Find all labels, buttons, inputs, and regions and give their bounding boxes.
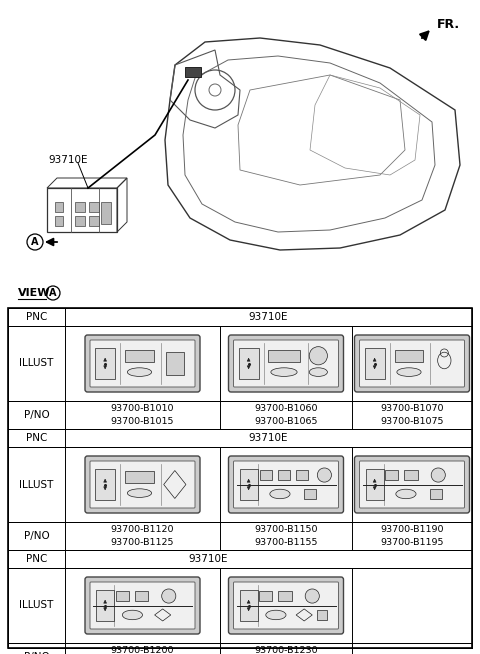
Bar [304,489,316,499]
Bar [240,590,258,621]
Text: A: A [49,288,57,298]
Bar [135,591,148,602]
Bar [268,350,300,362]
Bar [240,469,258,500]
Bar [317,610,327,620]
Bar [185,67,201,77]
Text: PNC: PNC [26,433,47,443]
Circle shape [317,468,332,482]
Bar [259,591,272,602]
Ellipse shape [396,489,416,499]
Bar [125,350,154,362]
Text: P/NO: P/NO [24,652,49,654]
Bar [364,348,385,379]
Bar [166,352,184,375]
FancyBboxPatch shape [228,456,344,513]
Bar [278,591,291,602]
FancyBboxPatch shape [355,456,469,513]
Bar [95,348,115,379]
Text: 93700-B1120
93700-B1125: 93700-B1120 93700-B1125 [111,525,174,547]
Bar [95,469,115,500]
Text: 93710E: 93710E [249,312,288,322]
FancyBboxPatch shape [90,461,195,508]
Bar [430,489,442,499]
Bar [89,202,99,212]
FancyBboxPatch shape [228,577,344,634]
FancyBboxPatch shape [360,340,465,387]
Text: 93700-B1070
93700-B1075: 93700-B1070 93700-B1075 [380,404,444,426]
Bar [116,591,129,602]
Bar [385,470,398,481]
Text: 93700-B1060
93700-B1065: 93700-B1060 93700-B1065 [254,404,318,426]
Text: 93700-B1200
93700-B1205: 93700-B1200 93700-B1205 [111,646,174,654]
FancyBboxPatch shape [85,577,200,634]
Bar [239,348,259,379]
FancyBboxPatch shape [360,461,465,508]
Ellipse shape [122,610,143,620]
Text: VIEW: VIEW [18,288,50,298]
Ellipse shape [266,610,286,620]
FancyBboxPatch shape [228,335,344,392]
Bar [296,470,308,481]
Bar [75,202,85,212]
Text: P/NO: P/NO [24,531,49,541]
Bar [8,308,472,648]
Text: 93700-B1190
93700-B1195: 93700-B1190 93700-B1195 [380,525,444,547]
Text: A: A [31,237,39,247]
Text: ILLUST: ILLUST [19,479,54,489]
Bar [366,469,384,500]
Bar [260,470,272,481]
Text: 93700-B1150
93700-B1155: 93700-B1150 93700-B1155 [254,525,318,547]
Ellipse shape [397,368,421,377]
Ellipse shape [271,368,297,377]
Text: 93710E: 93710E [189,554,228,564]
Bar [55,216,63,226]
Text: PNC: PNC [26,312,47,322]
Circle shape [305,589,319,603]
Text: 93710E: 93710E [249,433,288,443]
Bar [89,216,99,226]
Bar [101,202,111,224]
Bar [96,590,114,621]
Text: PNC: PNC [26,554,47,564]
Text: 93700-B1010
93700-B1015: 93700-B1010 93700-B1015 [111,404,174,426]
Ellipse shape [127,368,152,377]
Text: 93710E: 93710E [48,155,87,165]
FancyBboxPatch shape [85,456,200,513]
Circle shape [431,468,445,482]
Text: ILLUST: ILLUST [19,600,54,610]
FancyBboxPatch shape [233,461,338,508]
FancyBboxPatch shape [233,340,338,387]
Text: ILLUST: ILLUST [19,358,54,368]
Circle shape [309,347,327,365]
Bar [405,470,418,481]
Bar [395,350,423,362]
Circle shape [162,589,176,603]
Text: FR.: FR. [437,18,460,31]
Ellipse shape [270,489,290,499]
FancyBboxPatch shape [90,582,195,629]
FancyBboxPatch shape [233,582,338,629]
Bar [125,471,154,483]
FancyBboxPatch shape [85,335,200,392]
Text: 93700-B1230
93700-B1235: 93700-B1230 93700-B1235 [254,646,318,654]
FancyBboxPatch shape [355,335,469,392]
Bar [75,216,85,226]
Text: P/NO: P/NO [24,410,49,420]
Ellipse shape [127,489,152,498]
Bar [55,202,63,212]
Bar [278,470,290,481]
FancyBboxPatch shape [90,340,195,387]
Ellipse shape [309,368,327,377]
